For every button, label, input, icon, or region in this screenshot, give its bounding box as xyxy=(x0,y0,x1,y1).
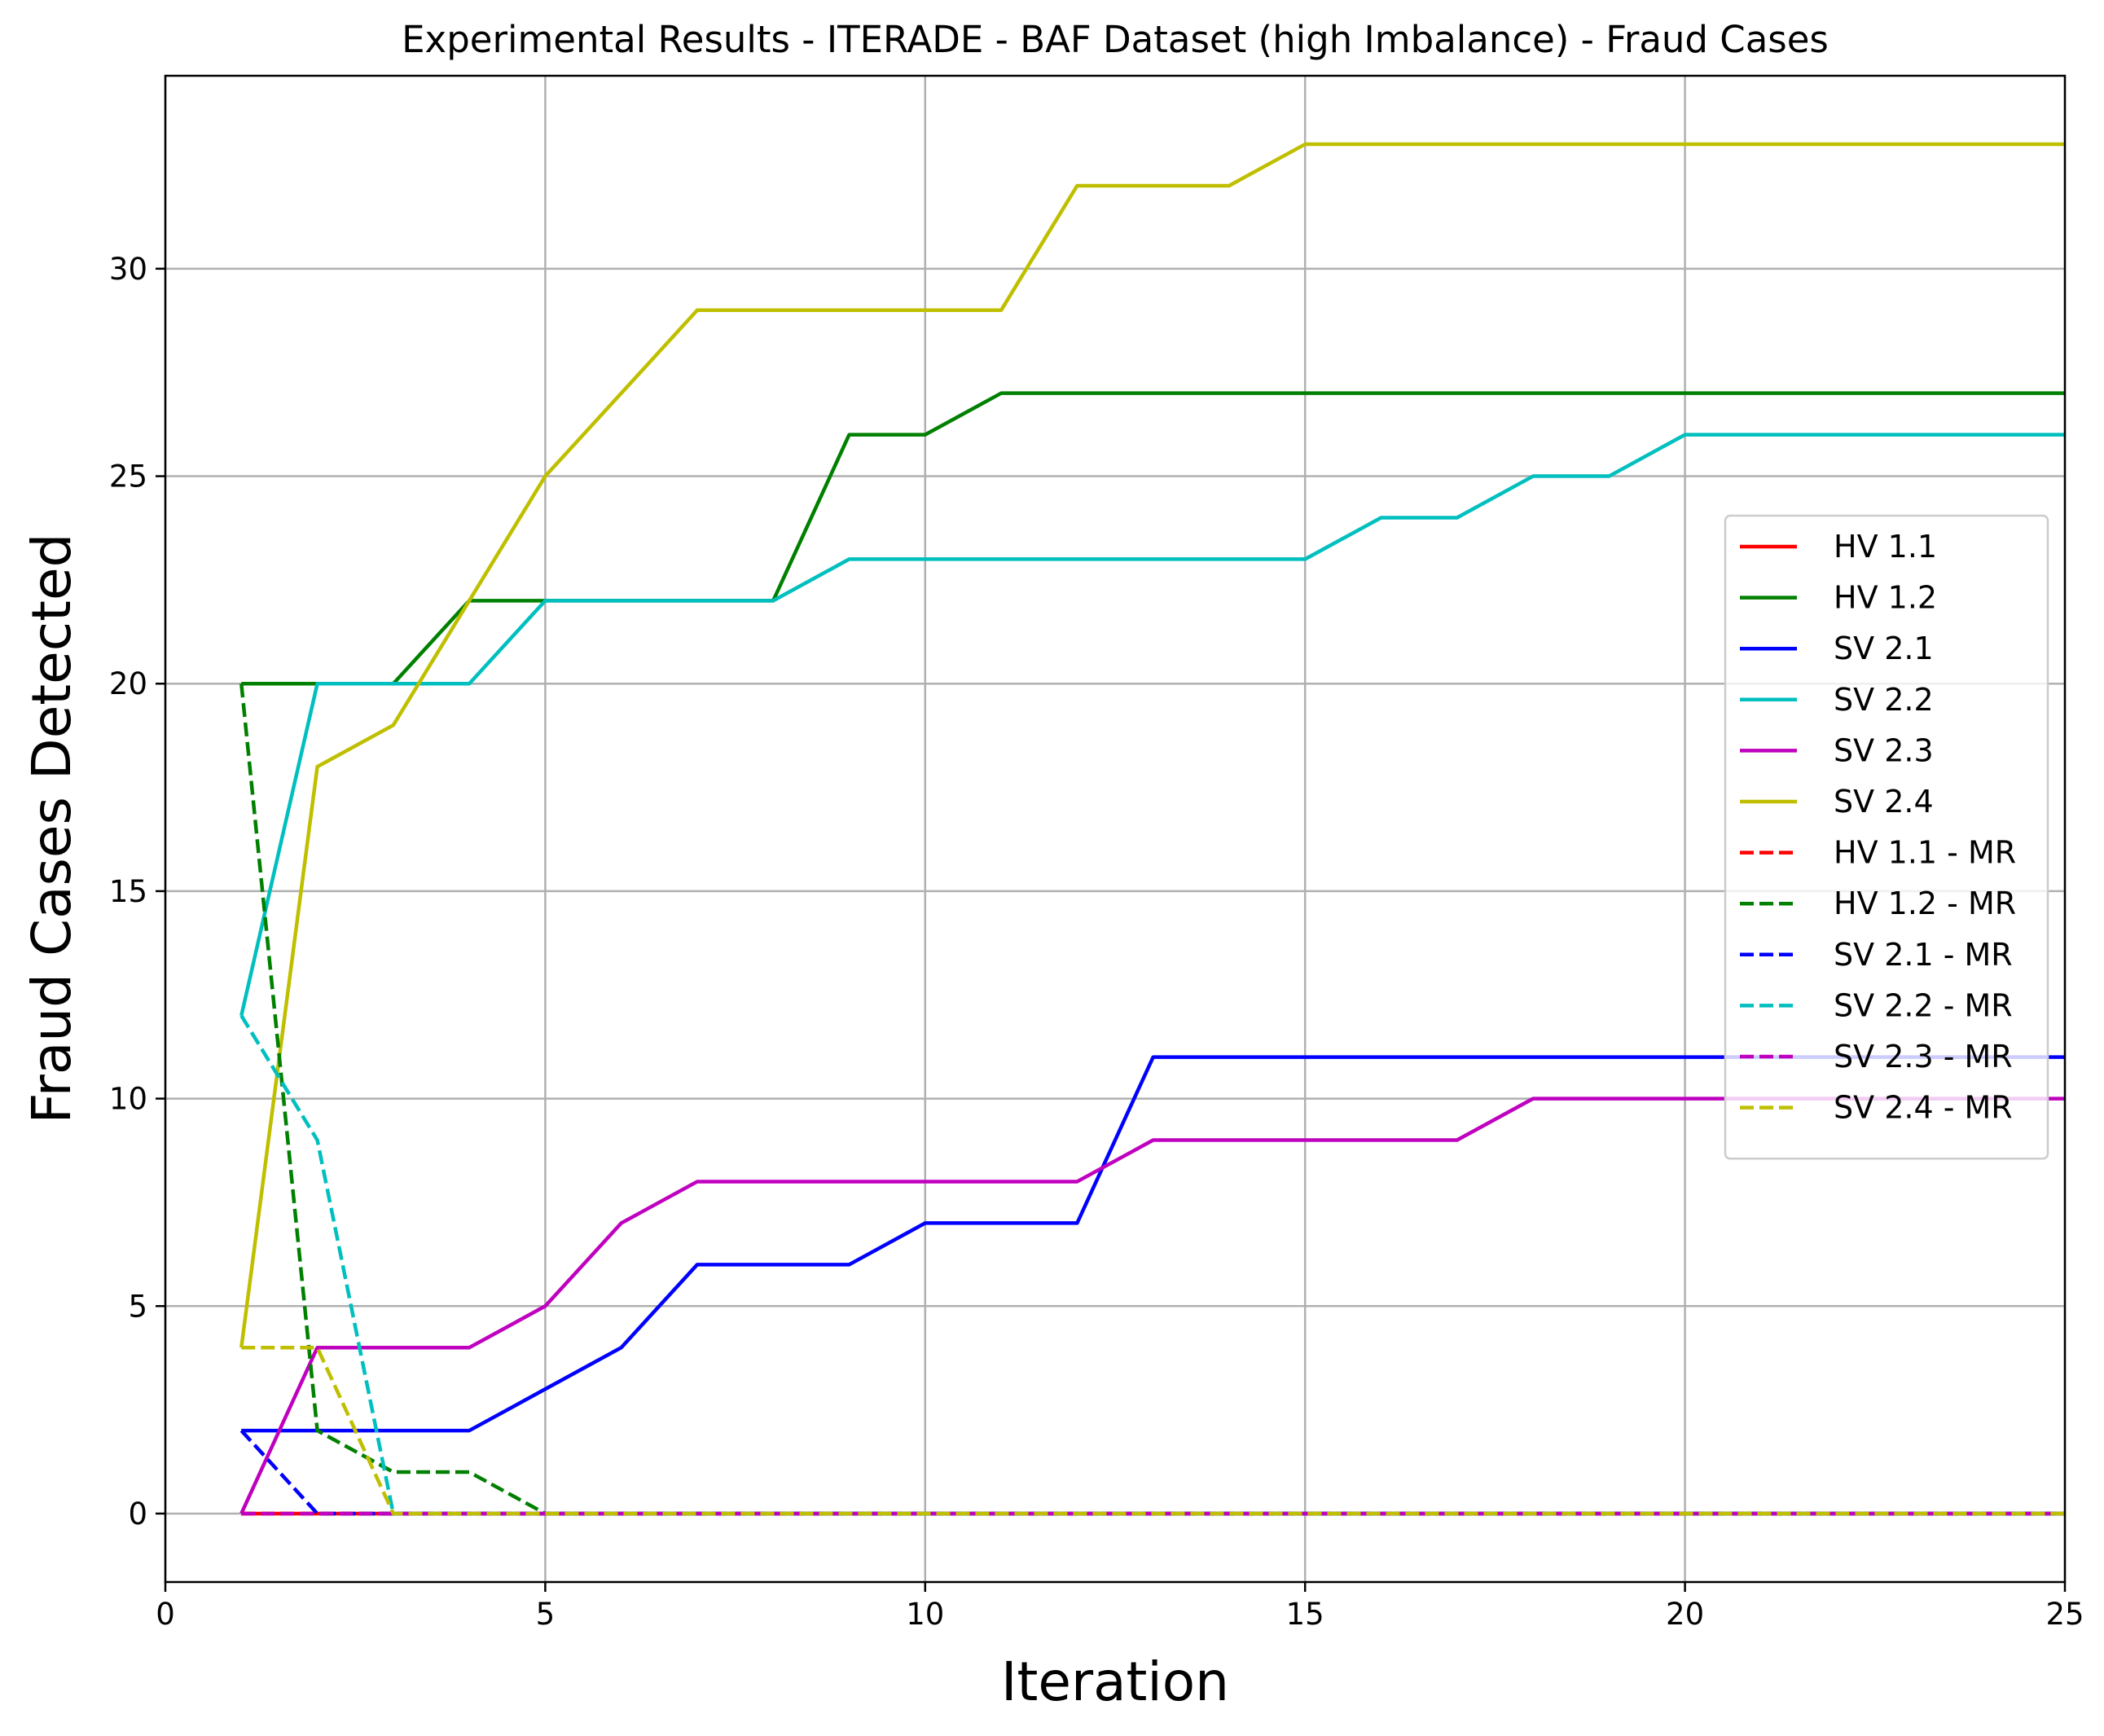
series-line-sv-2-4 xyxy=(239,142,2065,1348)
x-axis-label: Iteration xyxy=(1001,1650,1229,1713)
x-tick-label: 0 xyxy=(156,1597,175,1632)
series-line-sv-2-2 xyxy=(239,433,2065,1017)
legend-label: HV 1.2 xyxy=(1834,580,1937,616)
x-tick-label: 20 xyxy=(1666,1597,1704,1632)
series-line-sv-2-4-mr xyxy=(241,1345,2065,1516)
legend-label: SV 2.2 - MR xyxy=(1834,987,2013,1023)
y-tick-label: 10 xyxy=(109,1082,147,1117)
x-tick-label: 25 xyxy=(2045,1597,2084,1632)
legend-label: SV 2.3 - MR xyxy=(1834,1039,2013,1075)
y-tick-label: 20 xyxy=(109,666,147,701)
legend-label: SV 2.4 xyxy=(1834,784,1934,820)
y-tick-label: 25 xyxy=(109,459,147,494)
series-layer xyxy=(239,142,2065,1516)
series-line-sv-2-1-mr xyxy=(239,1429,2065,1516)
y-tick-label: 15 xyxy=(109,874,147,909)
x-tick-label: 5 xyxy=(536,1597,556,1632)
legend-label: SV 2.4 - MR xyxy=(1834,1090,2013,1126)
legend-label: SV 2.3 xyxy=(1834,732,1934,768)
plot-frame xyxy=(164,74,2067,1584)
legend-label: HV 1.2 - MR xyxy=(1834,886,2016,921)
chart-title: Experimental Results - ITERADE - BAF Dat… xyxy=(402,18,1829,61)
legend-label: HV 1.1 - MR xyxy=(1834,835,2016,871)
legend-label: SV 2.2 xyxy=(1834,682,1934,718)
y-tick-label: 0 xyxy=(128,1496,147,1532)
y-tick-label: 30 xyxy=(109,252,147,287)
legend-label: SV 2.1 xyxy=(1834,631,1934,666)
y-axis-label: Fraud Cases Detected xyxy=(20,534,83,1124)
legend: HV 1.1 HV 1.2 SV 2.1 SV 2.2 SV 2.3 SV 2.4 HV 1… xyxy=(1724,514,2049,1160)
axis-ticks: 0 5 10 15 20 25 0 5 10 15 20 25 30 xyxy=(109,252,2084,1632)
legend-label: SV 2.1 - MR xyxy=(1834,937,2013,973)
x-tick-label: 10 xyxy=(906,1597,944,1632)
legend-box xyxy=(1724,514,2049,1160)
y-tick-label: 5 xyxy=(128,1289,147,1324)
x-tick-label: 15 xyxy=(1286,1597,1324,1632)
legend-label: HV 1.1 xyxy=(1834,529,1937,565)
